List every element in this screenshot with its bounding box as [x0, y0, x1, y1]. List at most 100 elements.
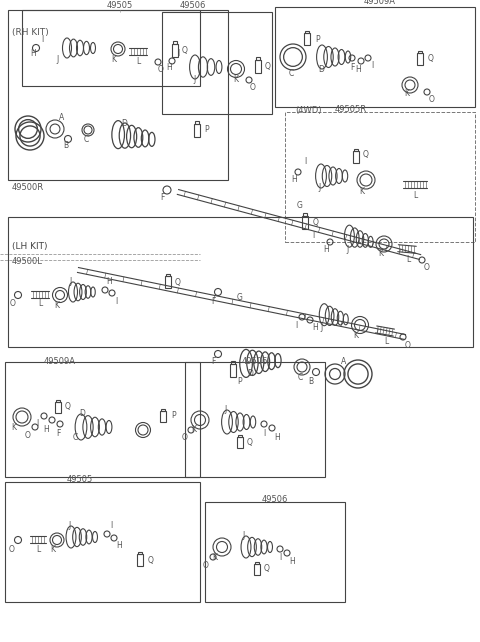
Text: H: H [116, 541, 122, 550]
Bar [303, 213, 307, 216]
Text: I: I [36, 419, 38, 428]
Bar [205, 502, 345, 602]
Bar [237, 437, 243, 447]
Text: O: O [9, 544, 15, 553]
Bar [354, 149, 358, 151]
Text: C: C [84, 135, 89, 144]
Text: D: D [79, 410, 85, 419]
Text: Q: Q [428, 55, 434, 64]
Bar [195, 121, 199, 123]
Text: Q: Q [148, 555, 154, 564]
Text: F: F [56, 428, 60, 437]
Text: O: O [424, 263, 430, 272]
Text: Q: Q [182, 46, 188, 55]
Text: H: H [312, 322, 318, 331]
Text: B: B [309, 376, 313, 385]
Bar [22, 10, 200, 86]
Text: 49506: 49506 [262, 494, 288, 503]
Text: I: I [312, 230, 314, 239]
Text: I: I [177, 49, 179, 58]
Text: J: J [70, 277, 72, 286]
Bar [304, 33, 310, 45]
Bar [55, 401, 61, 413]
Bar [254, 564, 260, 575]
Text: I: I [304, 157, 306, 166]
Text: 49506: 49506 [180, 1, 206, 10]
Text: L: L [406, 254, 410, 263]
Bar [231, 361, 235, 363]
Bar [194, 123, 200, 137]
Bar [161, 408, 165, 410]
Text: H: H [274, 433, 280, 442]
Text: (RH KIT): (RH KIT) [12, 28, 49, 37]
Text: 49505R: 49505R [335, 105, 367, 114]
Text: J: J [321, 322, 323, 331]
Text: O: O [429, 94, 435, 103]
Text: J: J [194, 76, 196, 85]
Text: Q: Q [247, 437, 253, 446]
Text: H: H [106, 277, 112, 286]
Text: P: P [316, 35, 320, 44]
Text: K: K [12, 422, 16, 431]
Text: J: J [57, 55, 59, 64]
Text: 49505: 49505 [107, 1, 133, 10]
Bar [172, 44, 178, 56]
Text: A: A [60, 114, 65, 123]
Text: J: J [225, 406, 227, 415]
Text: C: C [298, 372, 302, 381]
Bar [56, 399, 60, 401]
Text: L: L [413, 191, 417, 200]
Bar [160, 410, 166, 422]
Text: D: D [247, 370, 253, 379]
Text: 49506: 49506 [242, 358, 268, 367]
Text: B: B [63, 141, 69, 150]
Text: Q: Q [65, 403, 71, 412]
Bar [239, 435, 241, 437]
Text: Q: Q [313, 218, 319, 227]
Text: K: K [55, 300, 60, 309]
Text: G: G [237, 293, 243, 302]
Text: H: H [30, 49, 36, 58]
Text: Q: Q [175, 277, 181, 286]
Text: 49500L: 49500L [12, 257, 43, 266]
Text: A: A [341, 358, 347, 367]
Bar [353, 151, 359, 163]
Text: I: I [279, 553, 281, 562]
Text: 49505: 49505 [67, 474, 93, 483]
Bar [285, 112, 475, 242]
Text: Q: Q [264, 564, 270, 573]
Text: I: I [110, 521, 112, 530]
Bar [275, 7, 475, 107]
Text: O: O [405, 340, 411, 349]
Text: I: I [295, 320, 297, 329]
Bar [162, 12, 272, 114]
Text: L: L [384, 338, 388, 347]
Bar [137, 554, 143, 566]
Text: L: L [38, 300, 42, 309]
Text: O: O [182, 433, 188, 442]
Text: O: O [250, 83, 256, 92]
Text: Q: Q [265, 62, 271, 71]
Text: O: O [158, 64, 164, 73]
Text: P: P [238, 376, 242, 385]
Text: K: K [379, 250, 384, 259]
Text: P: P [204, 125, 209, 135]
Text: K: K [405, 89, 409, 98]
Bar [185, 362, 325, 477]
Text: J: J [243, 530, 245, 539]
Text: D: D [121, 119, 127, 128]
Text: F: F [211, 358, 215, 367]
Text: P: P [172, 412, 176, 421]
Text: K: K [233, 76, 239, 85]
Text: J: J [319, 182, 321, 191]
Bar [230, 363, 236, 376]
Text: I: I [371, 62, 373, 71]
Text: 49509A: 49509A [364, 0, 396, 6]
Text: L: L [36, 544, 40, 553]
Text: C: C [72, 433, 78, 442]
Bar [138, 552, 142, 554]
Text: 49509A: 49509A [44, 358, 76, 367]
Bar [302, 216, 308, 229]
Text: O: O [10, 299, 16, 308]
Bar [173, 41, 177, 44]
